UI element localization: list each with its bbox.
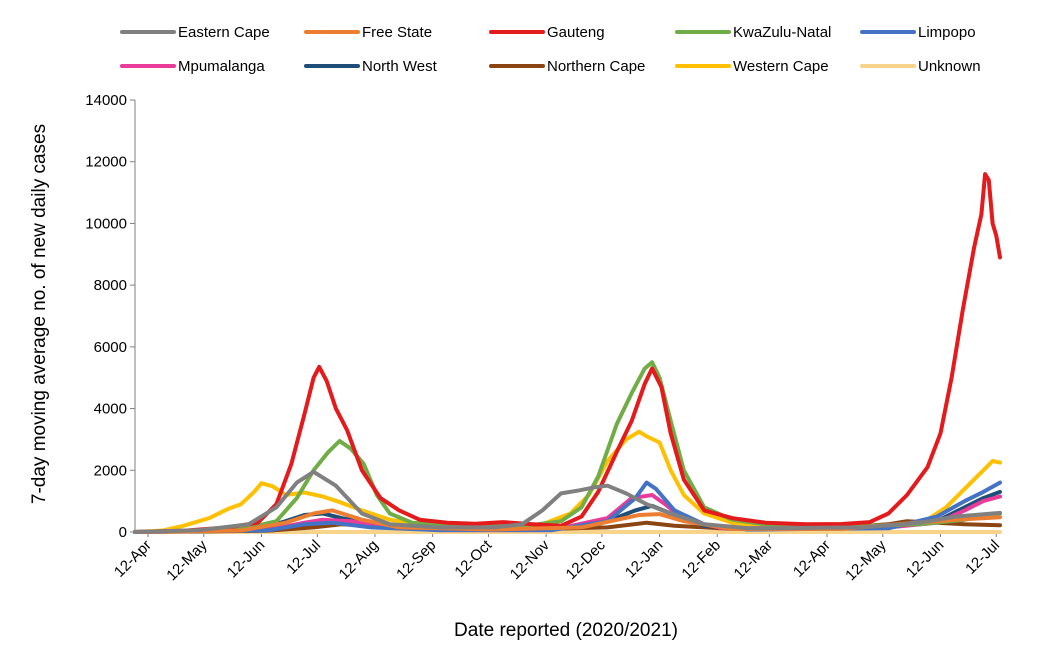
- x-tick-label: 12-Dec: [563, 536, 610, 583]
- x-tick-label: 12-Sep: [393, 537, 439, 583]
- legend-item-northern-cape: Northern Cape: [489, 58, 645, 75]
- x-tick-label: 12-Apr: [111, 537, 155, 581]
- x-tick-label: 12-Mar: [731, 537, 777, 583]
- legend-label: Mpumalanga: [178, 58, 265, 75]
- legend-item-kwazulu-natal: KwaZulu-Natal: [675, 24, 831, 41]
- series-line-kwazulu-natal: [133, 360, 1002, 534]
- x-tick-label: 12-Feb: [678, 537, 724, 583]
- x-tick-label: 12-Aug: [336, 537, 382, 583]
- x-tick-label: 12-Jul: [283, 537, 324, 578]
- legend-item-mpumalanga: Mpumalanga: [120, 58, 265, 75]
- legend-item-limpopo: Limpopo: [860, 24, 976, 41]
- legend-item-free-state: Free State: [304, 24, 432, 41]
- y-tick-label: 8000: [94, 277, 127, 294]
- legend-item-eastern-cape: Eastern Cape: [120, 24, 270, 41]
- y-axis: 0 2000 4000 6000 8000 10000 12000 14000: [85, 92, 136, 541]
- legend-item-unknown: Unknown: [860, 58, 981, 75]
- x-axis-title: Date reported (2020/2021): [454, 620, 678, 641]
- legend-item-western-cape: Western Cape: [675, 58, 829, 75]
- plot-area: [133, 172, 1002, 534]
- legend-label: Eastern Cape: [178, 24, 270, 41]
- y-tick-label: 10000: [85, 215, 127, 232]
- legend-item-north-west: North West: [304, 58, 438, 75]
- x-tick-label: 12-May: [163, 536, 211, 584]
- x-tick-label: 12-Jun: [224, 537, 268, 581]
- legend-label: Western Cape: [733, 58, 829, 75]
- legend-label: Unknown: [918, 58, 981, 75]
- y-tick-label: 12000: [85, 154, 127, 171]
- x-tick-label: 12-Apr: [790, 537, 834, 581]
- legend-label: Northern Cape: [547, 58, 645, 75]
- x-axis: 12-Apr 12-May 12-Jun 12-Jul 12-Aug 12-Sep 12-O…: [111, 531, 1003, 584]
- legend-label: Gauteng: [547, 24, 605, 41]
- chart-legend: Eastern Cape Free State Gauteng KwaZulu-Nat…: [120, 24, 981, 75]
- legend-label: Free State: [362, 24, 432, 41]
- y-tick-label: 6000: [94, 339, 127, 356]
- legend-label: Limpopo: [918, 24, 976, 41]
- series-line-gauteng: [133, 172, 1002, 534]
- y-tick-label: 14000: [85, 92, 127, 109]
- x-tick-label: 12-Jan: [622, 537, 666, 581]
- legend-label: North West: [362, 58, 438, 75]
- series-line-limpopo: [133, 480, 1002, 534]
- series-line-eastern-cape: [133, 469, 1002, 534]
- x-tick-label: 12-Jul: [962, 537, 1003, 578]
- legend-label: KwaZulu-Natal: [733, 24, 831, 41]
- y-tick-label: 2000: [94, 462, 127, 479]
- x-tick-label: 12-May: [842, 536, 890, 584]
- x-tick-label: 12-Nov: [507, 536, 554, 583]
- y-tick-label: 0: [119, 524, 127, 541]
- legend-item-gauteng: Gauteng: [489, 24, 605, 41]
- x-tick-label: 12-Jun: [903, 537, 947, 581]
- x-tick-label: 12-Oct: [451, 536, 495, 580]
- y-axis-title: 7-day moving average no. of new daily ca…: [29, 124, 50, 504]
- y-tick-label: 4000: [94, 401, 127, 418]
